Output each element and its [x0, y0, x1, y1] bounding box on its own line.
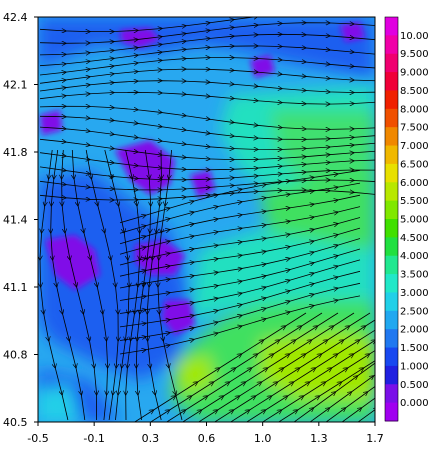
colorbar-swatch — [385, 17, 398, 36]
colorbar-label: 1.000 — [400, 361, 429, 372]
y-tick-label: 40.5 — [3, 416, 28, 429]
streamline — [293, 297, 375, 422]
colorbar-label: 9.500 — [400, 49, 429, 60]
colorbar-swatch — [385, 365, 398, 385]
colorbar-label: 6.500 — [400, 159, 429, 170]
colorbar-label: 7.000 — [400, 141, 429, 152]
colorbar-label: 0.500 — [400, 380, 429, 391]
colorbar-swatch — [385, 35, 398, 55]
colorbar-swatch — [385, 237, 398, 257]
colorbar-label: 4.000 — [400, 251, 429, 262]
streamline — [325, 297, 375, 422]
streamline — [158, 149, 183, 421]
y-axis: 42.4 42.1 41.8 41.4 41.1 40.8 40.5 — [3, 11, 38, 429]
streamline — [341, 297, 375, 422]
colorbar-swatch — [385, 53, 398, 73]
wind-streamlines — [39, 17, 375, 422]
colorbar-swatch — [385, 310, 398, 330]
x-tick-label: 0.6 — [198, 432, 216, 445]
colorbar-swatch — [385, 90, 398, 110]
y-tick-label: 41.8 — [3, 146, 28, 159]
colorbar-label: 2.500 — [400, 306, 429, 317]
colorbar-swatch — [385, 163, 398, 183]
colorbar-label: 5.000 — [400, 215, 429, 226]
colorbar-swatch — [385, 200, 398, 220]
colorbar-swatch — [385, 292, 398, 312]
x-tick-label: -0.5 — [27, 432, 48, 445]
colorbar-label: 6.000 — [400, 178, 429, 189]
x-tick-label: -0.1 — [83, 432, 104, 445]
y-tick-label: 42.4 — [3, 11, 28, 24]
colorbar: 10.00 9.500 9.000 8.500 8.000 7.500 7.000 6.500… — [384, 16, 429, 422]
y-tick-label: 41.1 — [3, 281, 28, 294]
colorbar-swatch — [385, 402, 398, 422]
colorbar-swatch — [385, 145, 398, 165]
colorbar-swatch — [385, 127, 398, 147]
colorbar-swatch — [385, 274, 398, 293]
colorbar-label: 10.00 — [400, 31, 429, 42]
colorbar-swatch — [385, 255, 398, 275]
colorbar-label: 4.500 — [400, 233, 429, 244]
colorbar-label: 3.500 — [400, 270, 429, 281]
colorbar-label: 8.500 — [400, 86, 429, 97]
colorbar-swatch — [385, 219, 398, 238]
colorbar-label: 3.000 — [400, 288, 429, 299]
y-tick-label: 41.4 — [3, 214, 28, 227]
x-tick-label: 1.7 — [366, 432, 384, 445]
colorbar-label: 2.000 — [400, 325, 429, 336]
y-tick-label: 40.8 — [3, 349, 28, 362]
colorbar-label: 5.500 — [400, 196, 429, 207]
colorbar-label: 7.500 — [400, 123, 429, 134]
colorbar-swatch — [385, 384, 398, 404]
colorbar-frame — [384, 16, 399, 422]
colorbar-swatch — [385, 72, 398, 91]
colorbar-swatch — [385, 108, 398, 128]
colorbar-label: 1.500 — [400, 343, 429, 354]
y-tick-label: 42.1 — [3, 79, 28, 92]
streamline — [39, 69, 375, 84]
x-tick-label: 1.3 — [310, 432, 328, 445]
colorbar-label: 9.000 — [400, 68, 429, 79]
colorbar-label: 0.000 — [400, 398, 429, 409]
colorbar-swatch — [385, 182, 398, 202]
colorbar-swatch — [385, 329, 398, 349]
colorbar-label: 8.000 — [400, 104, 429, 115]
x-tick-label: 1.0 — [254, 432, 272, 445]
colorbar-swatch — [385, 347, 398, 367]
x-tick-label: 0.3 — [142, 432, 160, 445]
streamline — [309, 297, 375, 422]
x-axis: -0.5 -0.1 0.3 0.6 1.0 1.3 1.7 — [27, 422, 384, 445]
